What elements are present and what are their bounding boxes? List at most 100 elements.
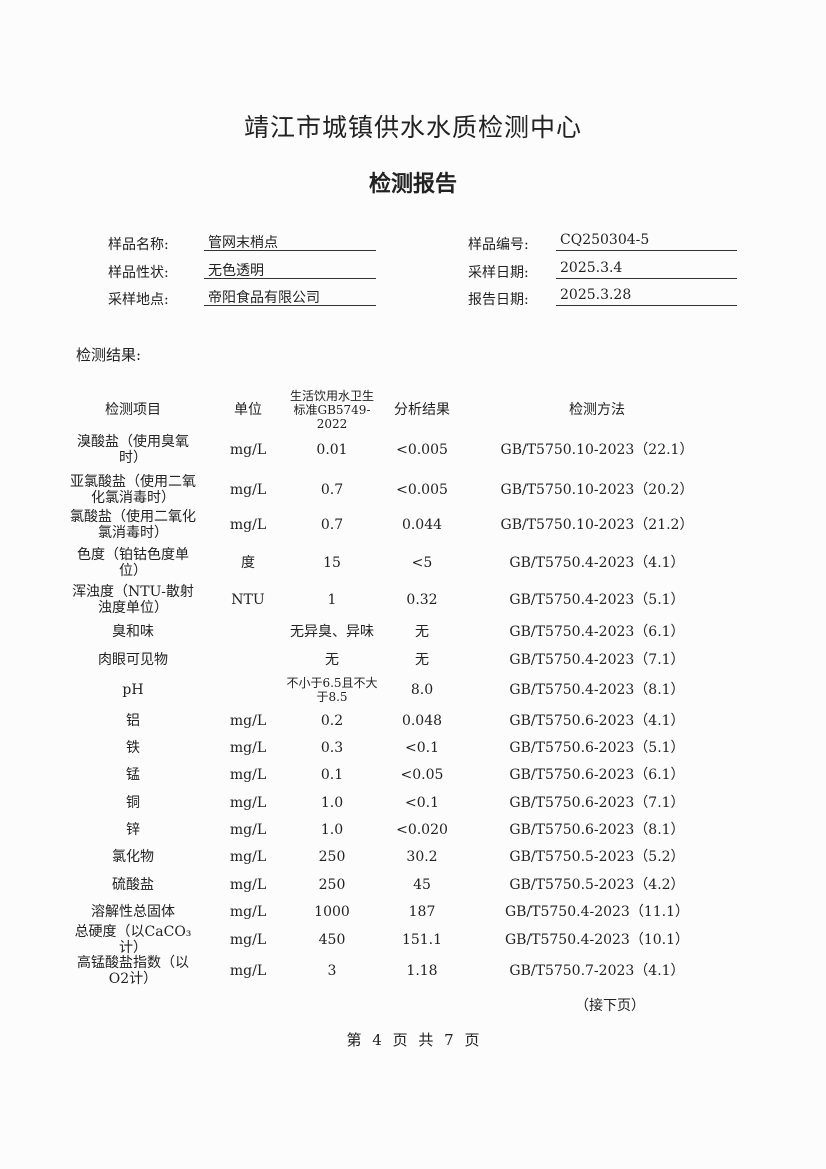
cell-result: 0.32	[406, 592, 438, 608]
cell-unit: mg/L	[229, 963, 267, 979]
cell-result: 0.048	[401, 713, 443, 729]
page-number: 第 4 页 共 7 页	[346, 1031, 480, 1049]
header-method: 检测方法	[569, 402, 625, 418]
cell-unit: 度	[241, 555, 255, 571]
header-item: 检测项目	[105, 402, 161, 418]
cell-result: <5	[411, 555, 433, 571]
cell-method: GB/T5750.4-2023（11.1）	[504, 904, 690, 920]
continued-note: （接下页）	[575, 998, 645, 1014]
cell-unit: mg/L	[229, 822, 267, 838]
sample-date: 2025.3.4	[556, 260, 737, 279]
sample-state-label: 样品性状:	[108, 265, 169, 281]
cell-item: 氯酸盐（使用二氧化氯消毒时）	[70, 509, 196, 541]
cell-result: 无	[415, 624, 429, 640]
cell-method: GB/T5750.6-2023（5.1）	[509, 740, 685, 756]
cell-method: GB/T5750.10-2023（21.2）	[500, 517, 694, 533]
cell-standard: 无异臭、异味	[290, 624, 374, 640]
cell-item: 溶解性总固体	[91, 904, 175, 920]
cell-item: 高锰酸盐指数（以O2计）	[77, 955, 189, 987]
cell-unit: mg/L	[229, 932, 267, 948]
sample-no: CQ250304-5	[556, 232, 737, 251]
cell-item: 色度（铂钴色度单位）	[77, 547, 189, 579]
cell-standard: 0.7	[320, 517, 344, 533]
cell-result: <0.1	[405, 740, 439, 756]
cell-method: GB/T5750.4-2023（10.1）	[504, 932, 690, 948]
cell-item: 臭和味	[112, 624, 154, 640]
cell-method: GB/T5750.6-2023（4.1）	[509, 713, 685, 729]
cell-standard: 0.7	[320, 482, 344, 498]
cell-standard: 1000	[314, 904, 350, 920]
sample-name-label: 样品名称:	[108, 237, 169, 253]
cell-item: 铜	[126, 795, 140, 811]
sample-no-label: 样品编号:	[468, 237, 529, 253]
sample-name: 管网末梢点	[204, 232, 376, 251]
results-label: 检测结果:	[76, 346, 142, 364]
cell-method: GB/T5750.7-2023（4.1）	[509, 963, 685, 979]
cell-result: 45	[413, 877, 431, 893]
cell-method: GB/T5750.6-2023（6.1）	[509, 767, 685, 783]
cell-method: GB/T5750.4-2023（6.1）	[509, 624, 685, 640]
cell-result: <0.05	[400, 767, 444, 783]
cell-method: GB/T5750.4-2023（7.1）	[509, 652, 685, 668]
cell-unit: mg/L	[229, 713, 267, 729]
cell-unit: mg/L	[229, 849, 267, 865]
cell-result: 30.2	[406, 849, 438, 865]
cell-standard: 无	[325, 652, 339, 668]
cell-method: GB/T5750.10-2023（20.2）	[500, 482, 694, 498]
cell-standard: 0.3	[320, 740, 344, 756]
cell-standard: 1.0	[320, 822, 344, 838]
cell-item: pH	[122, 682, 144, 698]
cell-item: 铁	[126, 740, 140, 756]
cell-item: 铝	[126, 713, 140, 729]
header-result: 分析结果	[394, 402, 450, 418]
cell-standard: 0.2	[320, 713, 344, 729]
cell-result: <0.020	[396, 822, 448, 838]
cell-standard: 0.1	[320, 767, 344, 783]
cell-standard: 3	[327, 963, 337, 979]
cell-item: 肉眼可见物	[98, 652, 168, 668]
cell-method: GB/T5750.4-2023（8.1）	[509, 682, 685, 698]
cell-method: GB/T5750.4-2023（5.1）	[509, 592, 685, 608]
cell-unit: NTU	[231, 592, 265, 608]
cell-standard: 0.01	[316, 442, 348, 458]
location: 帝阳食品有限公司	[204, 287, 376, 306]
header-standard: 生活饮用水卫生标准GB5749-2022	[289, 389, 374, 431]
cell-standard: 250	[318, 877, 346, 893]
cell-result: 无	[415, 652, 429, 668]
cell-standard: 450	[318, 932, 346, 948]
cell-result: 1.18	[406, 963, 438, 979]
cell-item: 锌	[126, 822, 140, 838]
cell-result: <0.1	[405, 795, 439, 811]
cell-unit: mg/L	[229, 767, 267, 783]
cell-result: 187	[408, 904, 436, 920]
cell-method: GB/T5750.10-2023（22.1）	[500, 442, 694, 458]
sample-date-label: 采样日期:	[468, 265, 529, 281]
cell-result: 151.1	[401, 932, 443, 948]
cell-method: GB/T5750.6-2023（8.1）	[509, 822, 685, 838]
header-unit: 单位	[234, 402, 262, 418]
report-date: 2025.3.28	[556, 287, 737, 306]
cell-standard: 不小于6.5且不大于8.5	[286, 676, 378, 704]
cell-unit: mg/L	[229, 482, 267, 498]
report-date-label: 报告日期:	[468, 292, 529, 308]
cell-result: <0.005	[396, 442, 448, 458]
cell-item: 浑浊度（NTU-散射浊度单位）	[72, 584, 194, 616]
cell-result: 8.0	[410, 682, 434, 698]
cell-unit: mg/L	[229, 442, 267, 458]
cell-method: GB/T5750.5-2023（4.2）	[509, 877, 685, 893]
sample-state: 无色透明	[204, 260, 376, 279]
cell-item: 总硬度（以CaCO₃计）	[74, 924, 192, 956]
cell-unit: mg/L	[229, 517, 267, 533]
location-label: 采样地点:	[108, 292, 169, 308]
cell-item: 溴酸盐（使用臭氧时）	[77, 434, 189, 466]
cell-result: <0.005	[396, 482, 448, 498]
cell-item: 锰	[126, 767, 140, 783]
report-title: 检测报告	[368, 171, 457, 197]
cell-item: 氯化物	[112, 849, 154, 865]
cell-standard: 15	[323, 555, 341, 571]
cell-unit: mg/L	[229, 904, 267, 920]
cell-standard: 1	[327, 592, 337, 608]
cell-standard: 1.0	[320, 795, 344, 811]
cell-unit: mg/L	[229, 877, 267, 893]
